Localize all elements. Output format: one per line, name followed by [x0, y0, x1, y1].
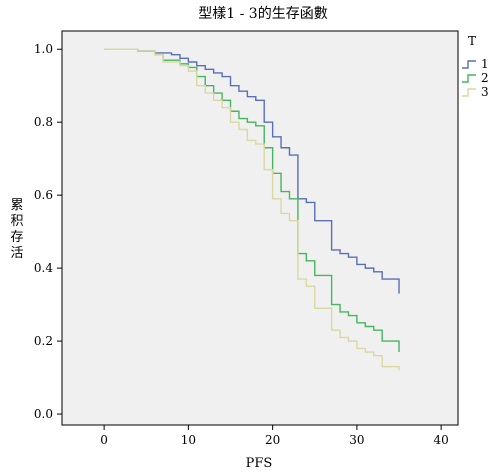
- y-axis-label-char: 积: [10, 214, 23, 229]
- legend-label-1: 1: [481, 57, 489, 71]
- y-tick-label: 0.6: [34, 188, 53, 202]
- legend-swatch-2: [462, 74, 476, 83]
- x-tick-label: 10: [181, 433, 196, 447]
- chart-title: 型樣1 - 3的生存函數: [198, 5, 327, 22]
- y-tick-label: 0.4: [34, 261, 53, 275]
- y-tick-label: 0.8: [34, 115, 53, 129]
- x-axis-label: PFS: [246, 456, 273, 471]
- x-tick-label: 30: [349, 433, 364, 447]
- y-tick-label: 0.0: [34, 407, 53, 421]
- plot-area: [61, 30, 459, 426]
- x-tick-label: 0: [100, 433, 108, 447]
- series-line-1: [104, 48, 400, 294]
- legend-swatch-3: [462, 88, 476, 97]
- series-lines: [104, 48, 400, 371]
- x-tick-label: 20: [265, 433, 280, 447]
- y-axis-label-char: 累: [10, 198, 23, 213]
- y-axis: 0.0 0.2 0.4 0.6 0.8 1.0: [34, 42, 62, 421]
- y-tick-label: 0.2: [34, 334, 53, 348]
- legend-swatch-1: [462, 60, 476, 69]
- x-axis: 0 10 20 30 40: [100, 425, 449, 447]
- series-line-3: [104, 48, 400, 371]
- x-tick-label: 40: [434, 433, 449, 447]
- legend: T 123: [462, 34, 489, 99]
- legend-title: T: [468, 34, 476, 48]
- legend-label-2: 2: [481, 71, 489, 85]
- y-axis-label-char: 活: [10, 246, 23, 261]
- y-tick-label: 1.0: [34, 42, 53, 56]
- legend-label-3: 3: [481, 85, 489, 99]
- y-axis-label-char: 存: [10, 230, 23, 245]
